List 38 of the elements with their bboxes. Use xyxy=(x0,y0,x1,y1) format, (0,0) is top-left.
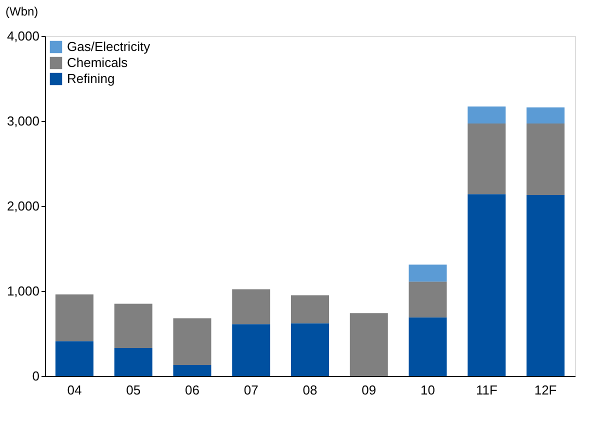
x-tick-label: 12F xyxy=(534,382,557,398)
bar xyxy=(408,264,447,282)
bar xyxy=(468,124,506,194)
bar xyxy=(526,194,565,376)
x-tick-label: 08 xyxy=(302,382,318,398)
y-tick-label: 2,000 xyxy=(6,198,40,214)
bar xyxy=(232,289,270,324)
bar xyxy=(114,304,152,348)
bar xyxy=(114,348,152,376)
x-tick-label: 05 xyxy=(126,382,141,398)
bar xyxy=(232,324,270,376)
y-tick-label: 1,000 xyxy=(6,284,40,298)
legend-label: Gas/Electricity xyxy=(67,39,151,54)
x-tick-label: 06 xyxy=(184,382,200,398)
x-tick-label: 11F xyxy=(476,382,498,398)
bar xyxy=(526,107,565,124)
legend-label: Chemicals xyxy=(67,55,128,70)
y-tick-label: 0 xyxy=(32,368,40,384)
bar xyxy=(468,194,506,376)
x-tick-label: 04 xyxy=(67,382,82,398)
x-tick-label: 10 xyxy=(420,382,436,398)
bar xyxy=(526,124,565,195)
bar xyxy=(291,323,329,376)
bar xyxy=(468,106,506,124)
legend-label: Refining xyxy=(67,71,115,86)
bar xyxy=(408,282,447,318)
y-axis-title: (Wbn) xyxy=(6,4,38,18)
bar xyxy=(173,318,212,365)
y-tick-label: 4,000 xyxy=(6,28,40,44)
bar xyxy=(55,341,94,376)
x-tick-label: 07 xyxy=(244,382,258,398)
x-tick-label: 09 xyxy=(362,382,376,398)
bar xyxy=(173,364,212,376)
bar xyxy=(291,295,329,324)
bar xyxy=(55,294,94,342)
y-tick-label: 3,000 xyxy=(6,114,40,128)
bar xyxy=(408,317,447,376)
bar xyxy=(350,313,388,376)
